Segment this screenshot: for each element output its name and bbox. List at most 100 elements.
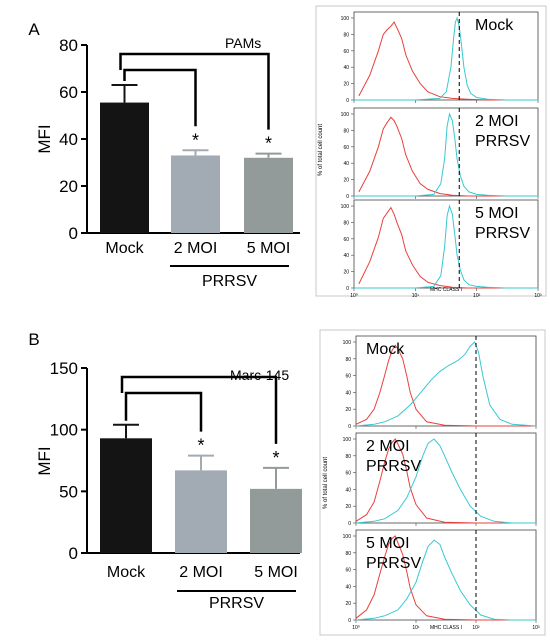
hist0-y-tick-label: 80 [343,220,349,226]
hist0-histogram-label: 5 MOI [475,205,519,222]
bar1-panel-label: B [28,330,39,349]
hist1-x-tick-label: 10³ [532,625,540,631]
hist0-y-tick-label: 20 [343,82,349,88]
bar1-y-axis-label: MFI [35,446,54,475]
bar1-bar [250,488,302,553]
bar1-title: Marc-145 [230,367,289,383]
hist0-x-tick-label: 10⁰ [350,293,358,299]
bar0-significance-label: * [192,130,199,150]
bar0-comparison-bracket [119,52,270,130]
bar0-comparison-bracket [123,68,197,127]
hist1-y-tick-label: 0 [348,618,351,624]
hist0-histogram-box [353,199,539,289]
hist0-y-tick-label: 40 [343,161,349,167]
bar1-y-tick-label: 50 [59,482,78,501]
hist1-histogram-label: 5 MOI [366,535,410,552]
bar0-category-label: Mock [105,240,144,257]
hist1-x-axis-label: MHC CLASS I [430,625,462,631]
hist0-histogram-label: PRRSV [475,133,530,150]
hist0-x-tick-label: 10³ [534,293,542,299]
bar1-significance-label: * [272,448,279,468]
hist1-histogram-label: Mock [366,341,405,358]
hist1-y-tick-label: 0 [348,424,351,430]
bar1-y-tick-label: 100 [50,421,78,440]
hist1-y-tick-label: 20 [345,601,351,607]
hist0-y-tick-label: 100 [341,16,350,22]
hist0-histogram-box [353,11,539,101]
hist0-y-tick-label: 0 [346,286,349,292]
hist1-histogram-line [355,438,536,524]
bar0-y-tick-label: 20 [59,177,78,196]
hist1-y-tick-label: 80 [345,357,351,363]
hist0-x-tick-label: 10² [473,293,481,299]
hist0-y-tick-label: 20 [343,178,349,184]
hist1-histogram-line [355,539,536,621]
hist1-histogram-line [355,535,536,621]
hist0-y-axis-label: % of total cell count [318,124,324,176]
bar1-significance-label: * [197,436,204,456]
bar0-bar [171,155,220,233]
bar1-category-label: 2 MOI [179,564,223,581]
bar0-category-label: 5 MOI [247,240,291,257]
hist0-y-tick-label: 40 [343,65,349,71]
hist1-y-tick-label: 80 [345,551,351,557]
hist1-y-tick-label: 40 [345,390,351,396]
hist0-y-tick-label: 20 [343,270,349,276]
hist1-y-tick-label: 20 [345,504,351,510]
hist1-histogram-label: PRRSV [366,555,421,572]
hist0-y-tick-label: 100 [341,204,350,210]
hist1-histogram-label: PRRSV [366,458,421,475]
hist0-x-tick-label: 10¹ [412,293,420,299]
hist0-histogram-label: Mock [475,17,514,34]
hist0-histogram-label: 2 MOI [475,113,519,130]
hist1-y-tick-label: 40 [345,584,351,590]
hist0-y-tick-label: 60 [343,237,349,243]
bar1-bar [100,438,152,553]
bar0-title: PAMs [225,35,261,51]
hist1-histogram-box [355,432,537,524]
hist0-x-axis-label: MHC CLASS I [430,287,462,293]
hist0-y-tick-label: 40 [343,253,349,259]
bar0-category-label: 2 MOI [174,240,218,257]
hist0-y-tick-label: 0 [346,194,349,200]
bar0-y-tick-label: 80 [59,36,78,55]
hist0-frame [315,5,547,297]
hist1-histogram-box [355,335,537,427]
bar0-group-label: PRRSV [202,273,257,290]
hist1-y-tick-label: 60 [345,568,351,574]
hist0-y-tick-label: 60 [343,145,349,151]
bar1-category-label: 5 MOI [254,564,298,581]
hist1-x-tick-label: 10¹ [412,625,420,631]
hist1-y-tick-label: 100 [343,340,352,346]
hist1-y-tick-label: 60 [345,374,351,380]
hist1-histogram-line [355,341,537,427]
hist0-histogram-box [353,107,539,197]
bar1-comparison-bracket [124,391,203,432]
hist1-histogram-line [355,344,536,427]
bar0-significance-label: * [265,134,272,154]
hist0-y-tick-label: 80 [343,128,349,134]
hist0-y-tick-label: 60 [343,49,349,55]
hist0-histogram-line [354,112,538,197]
bar1-comparison-bracket [120,375,278,444]
hist1-y-tick-label: 40 [345,487,351,493]
hist1-y-tick-label: 80 [345,454,351,460]
hist1-y-tick-label: 100 [343,437,352,443]
hist1-x-tick-label: 10⁰ [352,625,360,631]
bar0-y-tick-label: 40 [59,130,78,149]
bar1-y-tick-label: 0 [69,544,78,563]
bar0-y-tick-label: 0 [69,224,78,243]
hist1-histogram-label: 2 MOI [366,438,410,455]
hist1-y-tick-label: 20 [345,407,351,413]
bar1-bar [175,470,227,553]
bar0-bar [100,102,149,233]
hist0-histogram-line [358,116,538,197]
bar1-category-label: Mock [107,564,146,581]
hist0-histogram-line [358,21,538,101]
hist0-histogram-line [354,204,538,289]
hist1-y-axis-label: % of total cell count [323,457,329,509]
bar0-bar [244,157,293,233]
bar1-group-label: PRRSV [209,595,264,612]
bar0-y-axis-label: MFI [35,124,54,153]
